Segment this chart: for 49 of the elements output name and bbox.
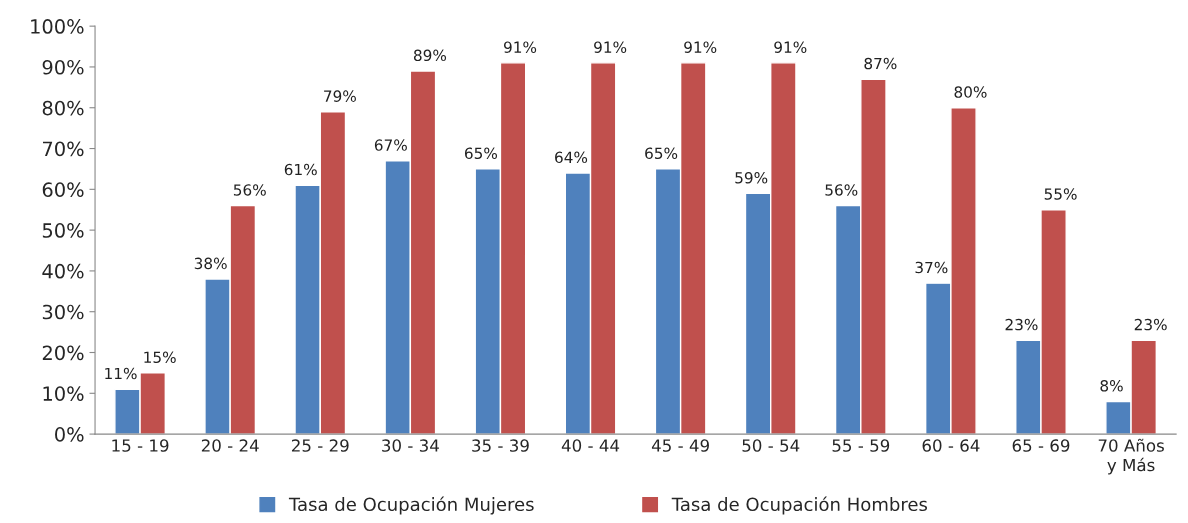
y-tick-label: 0%	[55, 427, 84, 442]
y-tick-label: 40%	[42, 263, 84, 279]
x-tick-label: 65 - 69	[1012, 439, 1070, 452]
x-tick-label: 30 - 34	[382, 439, 439, 452]
y-tick-label: 100%	[31, 19, 84, 34]
x-tick-label: 55 - 59	[832, 439, 890, 452]
data-label: 80%	[954, 86, 987, 98]
data-label: 65%	[464, 147, 498, 160]
data-label: 91%	[594, 41, 627, 53]
y-tick-label: 80%	[42, 100, 84, 116]
data-label: 64%	[555, 151, 588, 164]
data-label: 91%	[503, 41, 537, 53]
data-label: 91%	[774, 41, 807, 53]
data-label: 8%	[1100, 379, 1123, 392]
data-label: 23%	[1134, 318, 1167, 331]
y-tick-label: 60%	[42, 182, 84, 197]
x-tick-label: 60 - 64	[922, 439, 980, 452]
y-tick-label: 50%	[42, 223, 84, 238]
data-label: 15%	[144, 351, 176, 363]
data-label: 61%	[284, 163, 317, 176]
x-tick-label: 50 - 54	[742, 439, 800, 452]
data-label: 89%	[413, 49, 447, 62]
data-label: 55%	[1044, 188, 1077, 200]
data-label: 38%	[194, 257, 227, 270]
x-tick-label: 40 - 44	[561, 439, 620, 452]
legend-label: Tasa de Ocupación Hombres	[671, 496, 928, 515]
y-tick-label: 20%	[42, 345, 84, 361]
x-tick-label: 70 Años y Más	[1098, 438, 1164, 475]
data-label: 37%	[915, 261, 948, 274]
data-label: 65%	[645, 147, 678, 160]
data-label: 23%	[1005, 318, 1038, 331]
y-tick-label: 30%	[42, 304, 84, 320]
x-tick-label: 45 - 49	[651, 439, 709, 452]
data-label: 11%	[105, 367, 137, 380]
y-tick-label: 90%	[42, 59, 84, 75]
data-label: 79%	[324, 90, 356, 102]
data-label: 87%	[864, 57, 897, 70]
x-tick-label: 25 - 29	[291, 439, 349, 452]
x-tick-label: 35 - 39	[472, 439, 529, 452]
x-tick-label: 20 - 24	[201, 439, 259, 452]
data-label: 91%	[684, 41, 717, 53]
data-label: 56%	[233, 184, 266, 196]
y-tick-label: 70%	[43, 141, 84, 157]
data-label: 59%	[735, 171, 768, 184]
legend-label: Tasa de Ocupación Mujeres	[288, 496, 534, 515]
x-tick-label: 15 - 19	[112, 439, 169, 452]
y-tick-label: 10%	[43, 386, 84, 401]
data-label: 67%	[374, 139, 407, 151]
data-label: 56%	[825, 184, 858, 196]
